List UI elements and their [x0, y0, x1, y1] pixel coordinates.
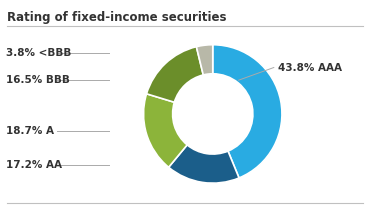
Wedge shape — [147, 47, 203, 102]
Text: 3.8% <BBB: 3.8% <BBB — [6, 48, 71, 58]
Text: 43.8% AAA: 43.8% AAA — [278, 62, 342, 73]
Wedge shape — [144, 94, 187, 167]
Wedge shape — [213, 45, 282, 178]
Wedge shape — [196, 45, 213, 75]
Text: 17.2% AA: 17.2% AA — [6, 160, 61, 170]
Text: 16.5% BBB: 16.5% BBB — [6, 75, 70, 85]
Text: Rating of fixed-income securities: Rating of fixed-income securities — [7, 11, 227, 24]
Text: 18.7% A: 18.7% A — [6, 126, 54, 136]
Wedge shape — [169, 145, 239, 183]
